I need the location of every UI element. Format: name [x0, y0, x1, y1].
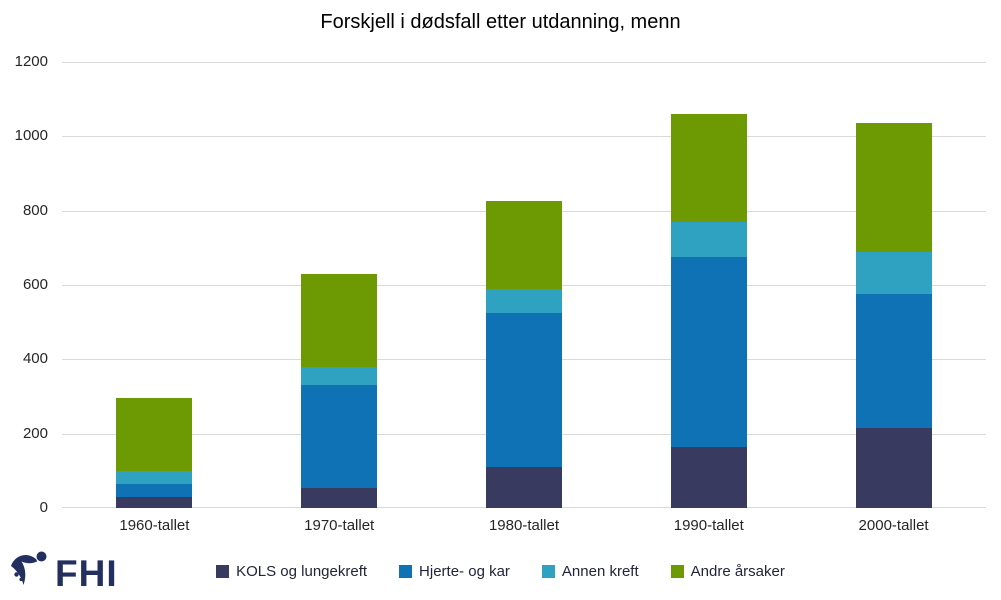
y-tick-label-600: 600: [22, 276, 48, 293]
y-tick-label-200: 200: [22, 424, 48, 442]
bar-segment: [855, 428, 932, 508]
legend-label: KOLS og lungekreft: [236, 563, 368, 580]
bar-segment: [670, 257, 747, 447]
bar-segment: [486, 201, 562, 289]
legend-item: Andre årsaker: [670, 563, 785, 580]
bar-segment: [670, 114, 747, 222]
bar-segment: [116, 483, 193, 497]
legend: KOLS og lungekreft Hjerte- og kar Annen kr…: [0, 563, 1001, 580]
legend-label: Hjerte- og kar: [419, 563, 510, 580]
bar-segment: [670, 221, 747, 258]
bar-segment: [116, 398, 193, 471]
bar-1980-tallet: [486, 201, 562, 508]
x-tick-label-2000-tallet: 2000-tallet: [858, 517, 929, 534]
bar-2000-tallet: [855, 123, 932, 508]
legend-item: Annen kreft: [541, 563, 639, 580]
bar-segment: [855, 123, 932, 252]
x-tick-label-1990-tallet: 1990-tallet: [673, 517, 744, 534]
legend-label: Andre årsaker: [690, 563, 785, 580]
legend-label: Annen kreft: [561, 563, 639, 580]
bar-segment: [670, 446, 747, 508]
legend-item: Hjerte- og kar: [399, 563, 510, 580]
plot-area: [62, 62, 986, 508]
bar-1960-tallet: [116, 398, 193, 508]
gridline-1000: [62, 136, 986, 138]
bar-segment: [301, 487, 378, 508]
legend-item: KOLS og lungekreft: [216, 563, 367, 580]
fhi-logo-text: FHI: [55, 552, 118, 594]
bar-segment: [301, 366, 378, 386]
bar-segment: [486, 467, 562, 508]
bar-segment: [855, 294, 932, 429]
legend-swatch-icon: [216, 565, 230, 578]
y-tick-label-400: 400: [22, 350, 48, 368]
fhi-logo: FHI: [8, 549, 118, 597]
bar-segment: [301, 385, 378, 488]
bar-1990-tallet: [670, 114, 747, 508]
y-tick-label-800: 800: [22, 201, 48, 219]
bar-segment: [486, 288, 562, 313]
bar-segment: [116, 496, 193, 508]
y-tick-label-1200: 1200: [14, 53, 48, 70]
y-tick-label-0: 0: [39, 499, 48, 516]
x-tick-label-1970-tallet: 1970-tallet: [304, 517, 375, 534]
gridline-1200: [62, 62, 986, 63]
legend-swatch-icon: [670, 565, 684, 578]
bar-1970-tallet: [301, 273, 378, 508]
legend-swatch-icon: [541, 565, 555, 578]
chart-title: Forskjell i dødsfall etter utdanning, me…: [320, 11, 681, 33]
x-tick-label-1960-tallet: 1960-tallet: [119, 517, 190, 534]
bar-segment: [855, 251, 932, 295]
legend-swatch-icon: [399, 565, 413, 578]
fhi-logo-icon: [11, 551, 47, 585]
bar-segment: [301, 273, 378, 367]
bar-segment: [116, 470, 193, 484]
x-tick-label-1980-tallet: 1980-tallet: [488, 517, 560, 534]
bar-segment: [486, 312, 562, 468]
y-tick-label-1000: 1000: [14, 127, 48, 145]
